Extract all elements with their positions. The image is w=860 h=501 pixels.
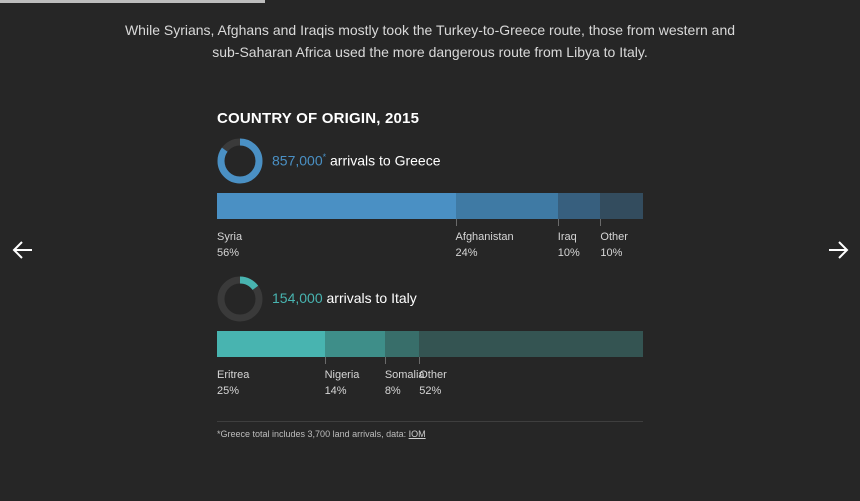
- value-label: 10%: [600, 247, 623, 259]
- footnote-text: *Greece total includes 3,700 land arriva…: [217, 429, 409, 439]
- category-label: Nigeria: [324, 369, 360, 381]
- italy-tick-somalia: [384, 357, 386, 364]
- italy-header: 154,000 arrivals to Italy: [217, 276, 647, 322]
- category-label: Eritrea: [217, 369, 250, 381]
- category-label: Syria: [217, 231, 243, 243]
- italy-label-nigeria: Nigeria 14%: [325, 367, 360, 399]
- footnote-divider: [217, 421, 643, 422]
- value-label: 10%: [557, 247, 580, 259]
- italy-bar-segment-other: [419, 331, 643, 357]
- value-label: 14%: [324, 385, 347, 397]
- italy-bar-segment-eritrea: [217, 331, 325, 357]
- greece-bar-segment-iraq: [557, 193, 601, 219]
- greece-donut-fill: [217, 138, 263, 184]
- italy-label-somalia: Somalia 8%: [385, 367, 425, 399]
- greece-donut: [217, 138, 263, 184]
- greece-arrivals-text: arrivals to Greece: [326, 152, 441, 169]
- arrow-right-icon[interactable]: [826, 238, 850, 262]
- value-label: 25%: [217, 385, 240, 397]
- italy-label-other: Other 52%: [419, 367, 447, 399]
- greece-bar-segment-syria: [217, 193, 456, 219]
- italy-bar-segment-somalia: [384, 331, 420, 357]
- footnote: *Greece total includes 3,700 land arriva…: [217, 429, 426, 439]
- intro-text: While Syrians, Afghans and Iraqis mostly…: [124, 22, 736, 60]
- greece-asterisk: *: [322, 152, 327, 162]
- greece-tick-other: [600, 219, 602, 226]
- italy-arrivals-number: 154,000: [272, 290, 323, 306]
- greece-arrivals-number: 857,000: [272, 152, 323, 169]
- greece-tick-iraq: [557, 219, 559, 226]
- italy-tick-other: [419, 357, 421, 364]
- greece-label-other: Other 10%: [600, 229, 628, 261]
- source-link[interactable]: IOM: [408, 429, 426, 439]
- greece-label-syria: Syria 56%: [217, 229, 242, 261]
- value-label: 52%: [419, 385, 442, 397]
- greece-label-iraq: Iraq 10%: [558, 229, 580, 261]
- greece-bar-segment-afghanistan: [455, 193, 558, 219]
- progress-strip: [0, 0, 265, 3]
- value-label: 24%: [455, 247, 478, 259]
- greece-bar-segment-other: [600, 193, 643, 219]
- category-label: Somalia: [384, 369, 425, 381]
- value-label: 56%: [217, 247, 240, 259]
- italy-bar-segment-nigeria: [324, 331, 385, 357]
- italy-donut: [217, 276, 263, 322]
- italy-arrivals-text: arrivals to Italy: [322, 290, 417, 306]
- italy-bar: [217, 331, 643, 357]
- category-label: Afghanistan: [455, 231, 514, 243]
- chart-title: COUNTRY OF ORIGIN, 2015: [217, 110, 420, 127]
- greece-arrivals: 857,000* arrivals to Greece: [272, 152, 441, 169]
- italy-label-eritrea: Eritrea 25%: [217, 367, 249, 399]
- greece-label-afghanistan: Afghanistan 24%: [456, 229, 514, 261]
- category-label: Other: [600, 231, 628, 243]
- italy-tick-nigeria: [324, 357, 326, 364]
- greece-bar: [217, 193, 643, 219]
- category-label: Iraq: [557, 231, 577, 243]
- greece-tick-afghanistan: [455, 219, 457, 226]
- value-label: 8%: [384, 385, 401, 397]
- italy-arrivals: 154,000 arrivals to Italy: [272, 290, 417, 306]
- category-label: Other: [419, 369, 447, 381]
- greece-header: 857,000* arrivals to Greece: [217, 138, 647, 184]
- arrow-left-icon[interactable]: [11, 238, 35, 262]
- italy-donut-fill: [217, 276, 263, 322]
